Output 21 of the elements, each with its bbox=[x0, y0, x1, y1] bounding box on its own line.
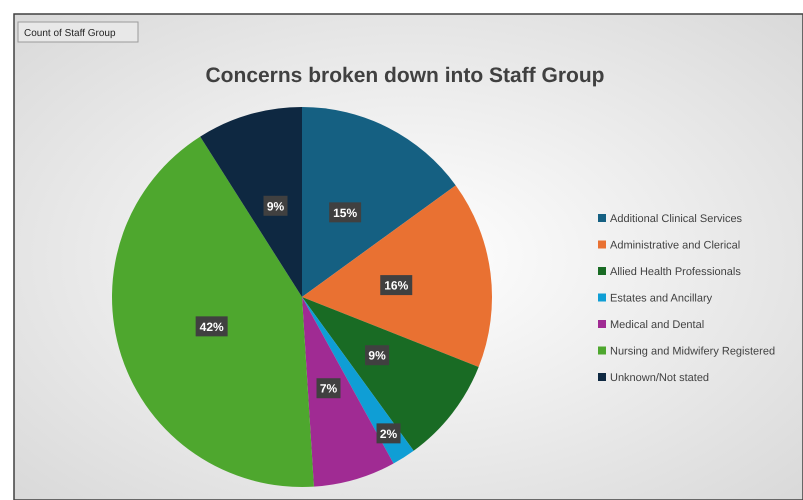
text: Count of Staff Group bbox=[24, 28, 116, 39]
pie-slice bbox=[302, 185, 492, 367]
pie-slice bbox=[112, 136, 314, 487]
chart-title: Concerns broken down into Staff Group bbox=[206, 64, 604, 87]
legend-label: Additional Clinical Services bbox=[610, 213, 743, 225]
data-label: 9% bbox=[368, 348, 386, 363]
data-label: 42% bbox=[200, 320, 224, 334]
data-label: 7% bbox=[320, 382, 338, 396]
legend-label: Estates and Ancillary bbox=[610, 292, 713, 304]
data-label: 9% bbox=[266, 199, 284, 214]
pie-slice bbox=[302, 297, 479, 451]
legend-label: Medical and Dental bbox=[610, 319, 704, 331]
legend-label: Administrative and Clerical bbox=[610, 240, 740, 252]
data-label: 16% bbox=[384, 278, 409, 293]
legend-label: Allied Health Professionals bbox=[610, 266, 742, 278]
legend-label: Nursing and Midwifery Registered bbox=[610, 346, 776, 358]
data-label: 15% bbox=[333, 206, 358, 220]
pie-slice bbox=[200, 107, 302, 297]
pie-slice bbox=[302, 107, 456, 297]
data-label: 2% bbox=[380, 426, 398, 441]
legend-label: Unknown/Not stated bbox=[610, 372, 710, 384]
